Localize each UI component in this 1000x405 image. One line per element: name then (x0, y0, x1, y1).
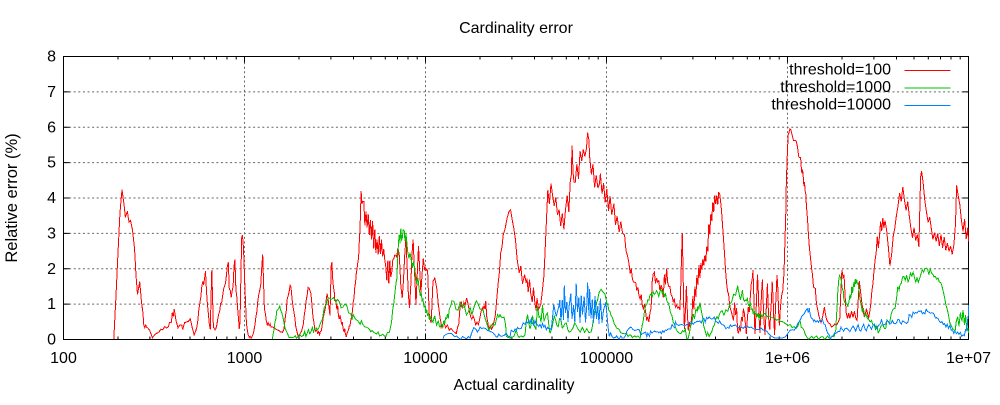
svg-text:3: 3 (47, 225, 56, 242)
svg-text:1e+07: 1e+07 (946, 350, 991, 367)
svg-text:6: 6 (47, 119, 56, 136)
svg-text:1: 1 (47, 296, 56, 313)
svg-text:0: 0 (47, 332, 56, 349)
svg-text:threshold=1000: threshold=1000 (780, 79, 891, 96)
svg-text:threshold=100: threshold=100 (789, 62, 891, 79)
svg-text:Actual cardinality: Actual cardinality (454, 377, 575, 394)
svg-text:100000: 100000 (580, 350, 633, 367)
svg-text:5: 5 (47, 155, 56, 172)
svg-text:1e+06: 1e+06 (765, 350, 810, 367)
svg-text:10000: 10000 (403, 350, 448, 367)
svg-text:1000: 1000 (227, 350, 263, 367)
svg-text:100: 100 (50, 350, 77, 367)
svg-text:8: 8 (47, 49, 56, 66)
svg-text:7: 7 (47, 84, 56, 101)
svg-text:Relative error (%): Relative error (%) (3, 133, 21, 262)
svg-text:2: 2 (47, 261, 56, 278)
svg-text:Cardinality error: Cardinality error (459, 20, 573, 37)
svg-text:threshold=10000: threshold=10000 (771, 97, 891, 114)
svg-text:4: 4 (47, 190, 56, 207)
